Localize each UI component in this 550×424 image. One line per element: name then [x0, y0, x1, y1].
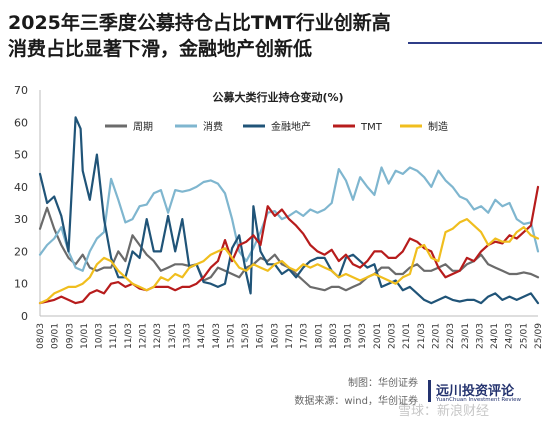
x-tick-label: 10/01 — [80, 323, 90, 349]
legend-label: 周期 — [133, 121, 153, 133]
x-tick-label: 14/03 — [212, 323, 222, 349]
x-tick-label: 09/01 — [51, 323, 61, 349]
x-tick-label: 09/03 — [65, 323, 75, 349]
x-tick-label: 23/01 — [461, 323, 471, 349]
x-axis: 08/03 09/01 09/03 10/01 10/03 11/01 11/03 12/01… — [36, 315, 544, 349]
series-line-3 — [38, 185, 540, 305]
legend: 周期 消费 金融地产 TMT 制造 — [105, 120, 448, 133]
series-line-1 — [38, 166, 540, 272]
x-tick-label: 10/03 — [95, 323, 105, 349]
x-tick-label: 17/03 — [300, 323, 310, 349]
headline-rule — [408, 42, 542, 44]
x-tick-label: 20/03 — [388, 323, 398, 349]
series-lines — [38, 116, 540, 305]
x-tick-label: 25/01 — [519, 323, 529, 349]
x-tick-label: 19/03 — [358, 323, 368, 349]
x-tick-label: 19/01 — [344, 323, 354, 349]
x-tick-label: 14/01 — [197, 323, 207, 349]
x-tick-label: 15/03 — [241, 323, 251, 349]
x-tick-label: 18/03 — [329, 323, 339, 349]
x-tick-label: 23/03 — [475, 323, 485, 349]
x-tick-label: 15/01 — [226, 323, 236, 349]
series-line-4 — [38, 218, 540, 305]
x-tick-label: 08/03 — [36, 323, 46, 349]
legend-label: TMT — [360, 122, 383, 133]
x-tick-label: 16/03 — [270, 323, 280, 349]
legend-label: 消费 — [203, 120, 223, 133]
series-line-2 — [38, 116, 540, 305]
maker-note: 制图：华创证券 — [348, 378, 418, 389]
y-tick-label: 20 — [14, 245, 28, 258]
x-tick-label: 12/03 — [153, 323, 163, 349]
x-tick-label: 16/01 — [256, 323, 266, 349]
legend-label: 制造 — [428, 120, 448, 133]
headline: 2025年三季度公募持仓占比TMT行业创新高消费占比显著下滑，金融地产创新低 — [8, 12, 391, 60]
brand-logo-bar — [428, 380, 431, 402]
x-tick-label: 25/09 — [534, 323, 544, 349]
source-note: 数据来源：wind，华创证券 — [294, 396, 418, 407]
chart-title: 公募大类行业持仓变动(%) — [212, 90, 343, 104]
x-tick-label: 11/01 — [109, 323, 119, 349]
x-tick-label: 13/01 — [168, 323, 178, 349]
y-tick-label: 60 — [14, 116, 28, 129]
x-tick-label: 20/01 — [373, 323, 383, 349]
y-tick-label: 70 — [14, 84, 28, 97]
x-tick-label: 21/01 — [402, 323, 412, 349]
legend-label: 金融地产 — [271, 120, 311, 133]
footer: 制图：华创证券 数据来源：wind，华创证券 — [0, 360, 550, 424]
series-line-0 — [38, 206, 540, 292]
y-tick-label: 50 — [14, 149, 28, 162]
watermark: 雪球：新浪财经 — [398, 404, 490, 419]
x-tick-label: 21/03 — [417, 323, 427, 349]
x-tick-label: 13/03 — [182, 323, 192, 349]
x-tick-label: 18/01 — [314, 323, 324, 349]
brand-english: YuanChuan Investment Review — [436, 397, 522, 403]
y-tick-label: 0 — [21, 310, 28, 323]
y-tick-label: 40 — [14, 181, 28, 194]
x-tick-label: 12/01 — [139, 323, 149, 349]
x-tick-label: 17/01 — [285, 323, 295, 349]
y-axis: 0 10 20 30 40 50 60 70 — [14, 84, 41, 323]
x-tick-label: 22/01 — [431, 323, 441, 349]
y-tick-label: 10 — [14, 278, 28, 291]
brand-name: 远川投资评论 — [436, 384, 515, 399]
x-tick-label: 24/03 — [505, 323, 515, 349]
x-tick-label: 11/03 — [124, 323, 134, 349]
y-tick-label: 30 — [14, 213, 28, 226]
x-tick-label: 22/03 — [446, 323, 456, 349]
x-tick-label: 24/01 — [490, 323, 500, 349]
